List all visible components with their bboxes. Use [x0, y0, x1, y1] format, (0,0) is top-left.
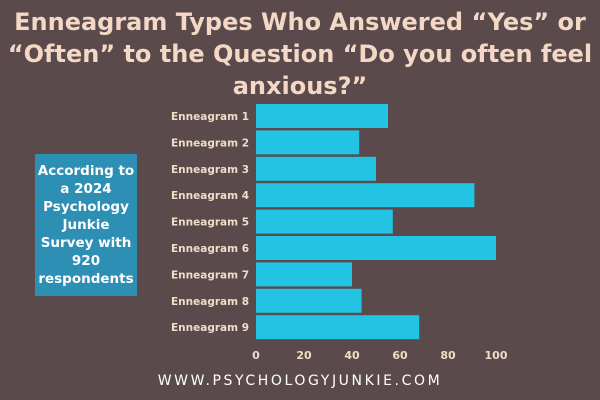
x-tick-label-2: 20 [296, 349, 312, 362]
category-label-4: Enneagram 4 [171, 190, 249, 202]
category-label-2: Enneagram 2 [171, 137, 249, 149]
category-label-8: Enneagram 8 [171, 296, 249, 308]
survey-note-box: According to a 2024 Psychology Junkie Su… [35, 154, 137, 296]
note-line-7: respondents [38, 271, 134, 287]
title-line-2: “Often” to the Question “Do you often fe… [7, 40, 593, 68]
website-footer: WWW.PSYCHOLOGYJUNKIE.COM [157, 373, 443, 389]
title-line-1: Enneagram Types Who Answered “Yes” or [14, 8, 586, 36]
x-tick-label-3: 40 [344, 349, 360, 362]
note-line-2: a 2024 [60, 181, 112, 197]
category-label-9: Enneagram 9 [171, 322, 249, 334]
note-line-5: Survey with [40, 235, 132, 251]
category-label-5: Enneagram 5 [171, 217, 249, 229]
x-tick-label-4: 60 [392, 349, 408, 362]
bar-2 [256, 130, 360, 155]
category-label-7: Enneagram 7 [171, 269, 249, 281]
x-tick-label-1: 0 [252, 349, 260, 362]
bar-7 [256, 262, 352, 287]
category-label-1: Enneagram 1 [171, 111, 249, 123]
bar-3 [256, 156, 376, 181]
x-tick-label-6: 100 [485, 349, 508, 362]
bar-1 [256, 104, 388, 128]
bar-8 [256, 288, 362, 313]
x-tick-label-5: 80 [440, 349, 456, 362]
note-line-6: 920 [71, 253, 101, 269]
chart-title: Enneagram Types Who Answered “Yes” or “O… [0, 6, 600, 102]
title-line-3: anxious?” [232, 72, 368, 100]
bar-6 [256, 236, 496, 260]
bar-9 [256, 315, 420, 340]
note-line-4: Junkie [62, 217, 110, 233]
note-line-1: According to [37, 163, 135, 179]
bar-4 [256, 183, 475, 208]
category-label-6: Enneagram 6 [171, 243, 249, 255]
bar-5 [256, 209, 393, 234]
note-line-3: Psychology [43, 199, 129, 215]
category-label-3: Enneagram 3 [171, 164, 249, 176]
